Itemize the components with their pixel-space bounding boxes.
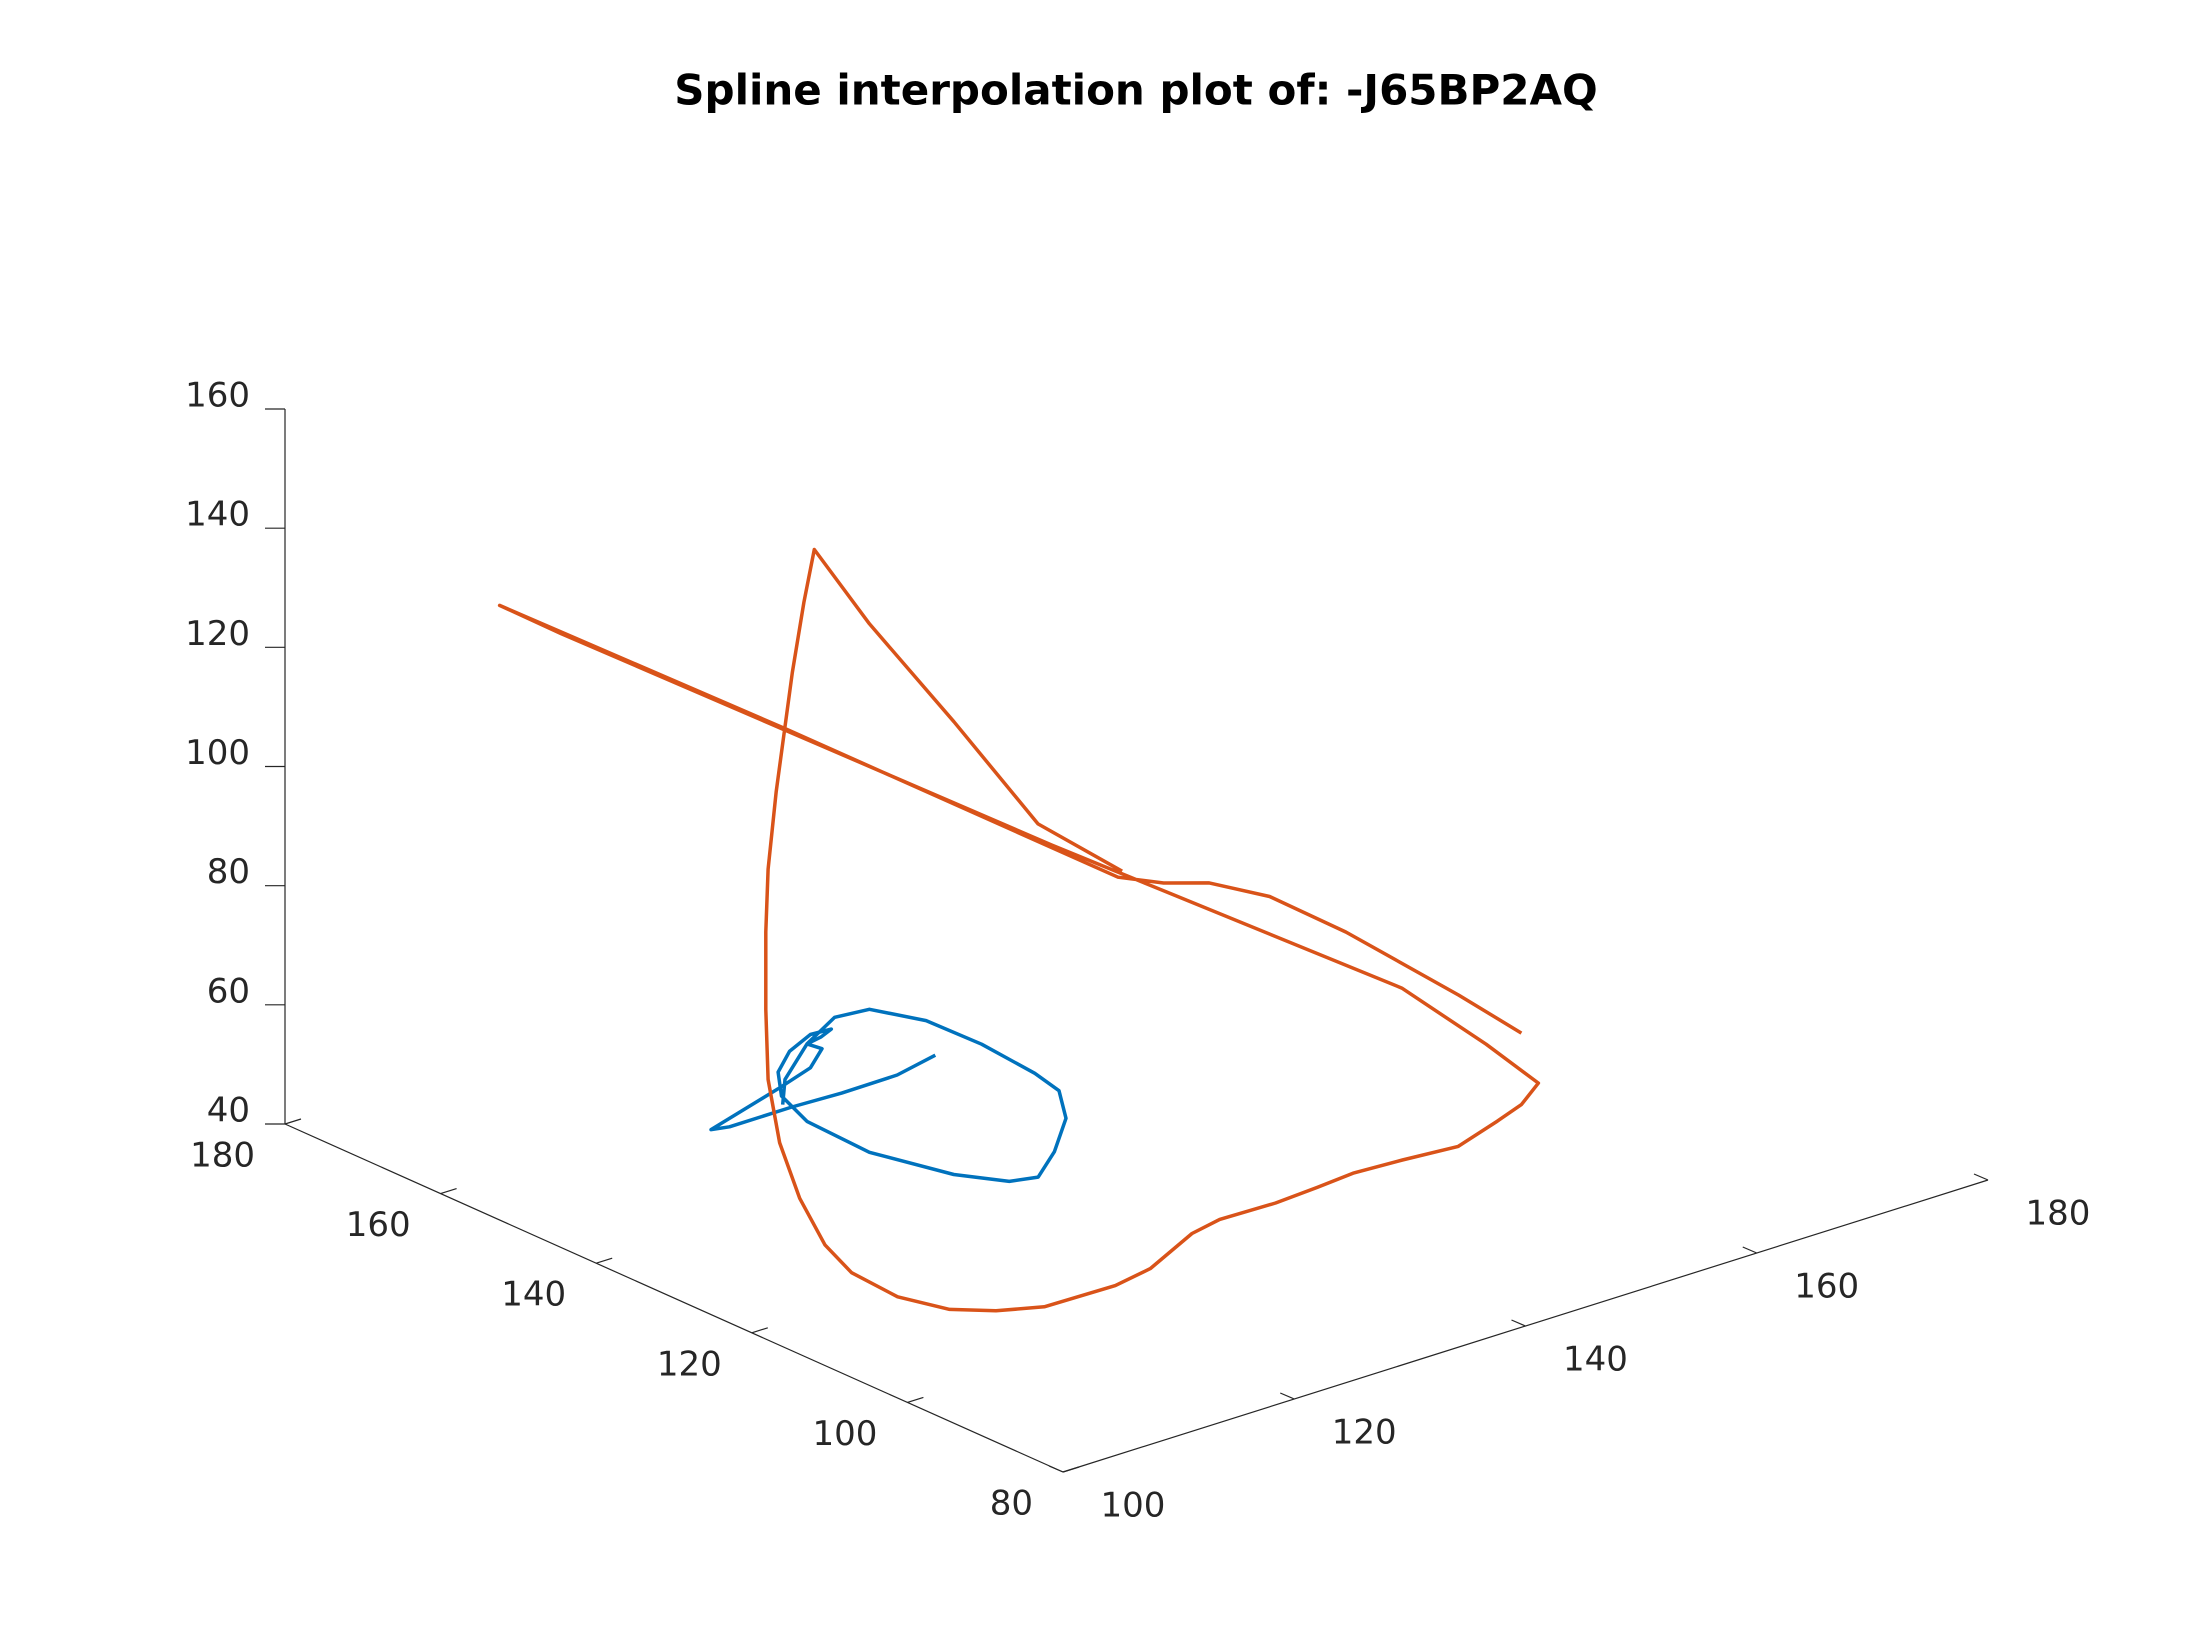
y-tick [596, 1257, 613, 1264]
chart-title: Spline interpolation plot of: -J65BP2AQ [674, 66, 1598, 115]
y-tick-label: 100 [812, 1414, 877, 1454]
x-tick [1973, 1173, 1989, 1181]
y-tick-label: 180 [190, 1136, 255, 1176]
z-tick-label: 80 [207, 852, 250, 892]
series-line [709, 1007, 1068, 1184]
x-tick [1742, 1246, 1757, 1254]
y-tick-label: 120 [657, 1344, 722, 1384]
z-tick-label: 60 [207, 971, 250, 1011]
x-tick-label: 140 [1563, 1340, 1628, 1380]
z-tick-label: 120 [185, 614, 250, 654]
x-tick [1280, 1392, 1295, 1400]
z-tick-label: 100 [185, 733, 250, 773]
y-tick-label: 80 [990, 1484, 1033, 1524]
y-tick [907, 1396, 924, 1403]
y-tick-label: 140 [501, 1275, 566, 1315]
x-tick-label: 160 [1794, 1267, 1859, 1307]
y-tick-label: 160 [346, 1205, 411, 1245]
z-tick-label: 140 [185, 495, 250, 535]
z-tick-label: 40 [207, 1091, 250, 1131]
y-tick [284, 1118, 302, 1125]
y-tick [751, 1327, 768, 1334]
x-tick-label: 180 [2026, 1194, 2091, 1234]
x-tick [1048, 1465, 1064, 1473]
x-tick-label: 100 [1101, 1486, 1166, 1526]
y-tick [1062, 1466, 1080, 1473]
y-axis [284, 1123, 1064, 1473]
x-tick [1511, 1319, 1526, 1327]
z-tick-label: 160 [185, 376, 250, 416]
x-tick-label: 120 [1332, 1413, 1397, 1453]
y-tick [440, 1188, 457, 1195]
series-line [497, 547, 1541, 1313]
